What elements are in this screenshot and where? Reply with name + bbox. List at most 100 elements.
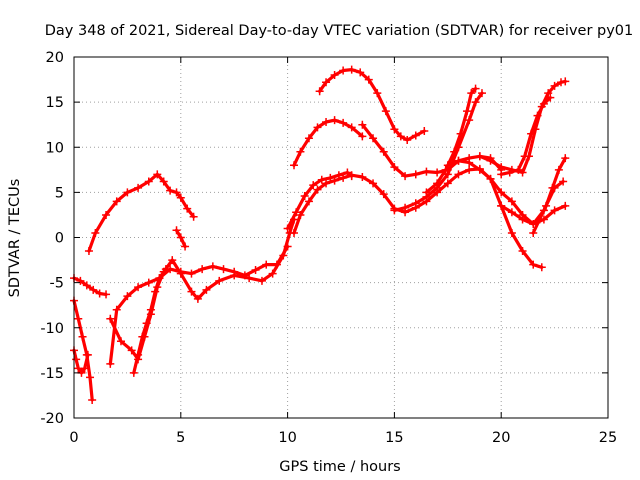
data-point	[300, 191, 309, 200]
data-point	[251, 265, 260, 274]
series-track-18	[497, 93, 555, 179]
data-point	[364, 75, 373, 84]
data-point	[189, 212, 198, 221]
data-point	[123, 188, 132, 197]
data-point	[497, 201, 506, 210]
data-point	[561, 77, 570, 86]
data-point	[161, 265, 170, 274]
data-point	[411, 131, 420, 140]
data-point	[296, 210, 305, 219]
series-track-2	[70, 296, 97, 404]
series-track-14	[390, 89, 486, 215]
data-point	[550, 81, 559, 90]
data-point	[304, 197, 313, 206]
data-point	[529, 228, 538, 237]
data-point	[561, 201, 570, 210]
data-point	[166, 186, 175, 195]
data-point	[390, 163, 399, 172]
data-point	[134, 350, 143, 359]
data-point	[257, 276, 266, 285]
data-point	[95, 289, 104, 298]
data-point	[159, 177, 168, 186]
data-point	[557, 78, 566, 87]
data-point	[304, 134, 313, 143]
data-point	[334, 171, 343, 180]
series-line	[392, 91, 484, 212]
data-point	[411, 199, 420, 208]
data-point	[127, 346, 136, 355]
data-point	[403, 136, 412, 145]
data-point	[529, 260, 538, 269]
data-point	[369, 134, 378, 143]
data-point	[422, 167, 431, 176]
data-point	[467, 89, 476, 98]
data-point	[144, 278, 153, 287]
data-point	[326, 173, 335, 182]
data-point	[396, 132, 405, 141]
data-point	[317, 175, 326, 184]
data-point	[561, 154, 570, 163]
data-point	[518, 215, 527, 224]
data-point	[76, 276, 85, 285]
data-point	[381, 107, 390, 116]
chart-title: Day 348 of 2021, Sidereal Day-to-day VTE…	[45, 23, 634, 39]
x-tick-label: 5	[176, 430, 185, 446]
data-point	[554, 165, 563, 174]
data-point	[533, 111, 542, 120]
series-track-7	[172, 226, 190, 251]
data-point	[193, 294, 202, 303]
data-point	[401, 172, 410, 181]
data-point	[358, 132, 367, 141]
data-point	[550, 206, 559, 215]
data-point	[172, 188, 181, 197]
x-tick-label: 25	[599, 430, 617, 446]
data-point	[542, 201, 551, 210]
data-point	[433, 179, 442, 188]
data-point	[471, 98, 480, 107]
data-point	[309, 181, 318, 190]
series-track-9	[290, 164, 546, 272]
data-point	[168, 256, 177, 265]
data-point	[330, 71, 339, 80]
data-point	[112, 197, 121, 206]
data-point	[183, 204, 192, 213]
data-point	[91, 228, 100, 237]
series-line	[108, 244, 290, 366]
data-point	[433, 168, 442, 177]
data-point	[102, 210, 111, 219]
data-point	[454, 170, 463, 179]
series-line	[531, 156, 567, 235]
data-point	[546, 93, 555, 102]
data-point	[134, 283, 143, 292]
plot-frame	[73, 56, 609, 419]
data-point	[176, 269, 185, 278]
series-track-11	[290, 116, 367, 170]
data-point	[390, 206, 399, 215]
data-point	[537, 263, 546, 272]
data-point	[505, 168, 514, 177]
y-tick-label: 10	[46, 140, 64, 156]
data-point	[313, 185, 322, 194]
data-point	[379, 147, 388, 156]
data-point	[518, 168, 527, 177]
data-point	[106, 359, 115, 368]
data-point	[116, 337, 125, 346]
data-point	[454, 156, 463, 165]
data-point	[420, 127, 429, 136]
data-point	[146, 305, 155, 314]
data-point	[187, 287, 196, 296]
series-track-6	[106, 215, 299, 364]
data-point	[315, 87, 324, 96]
data-point	[477, 89, 486, 98]
data-point	[373, 89, 382, 98]
data-point	[450, 147, 459, 156]
x-tick-label: 20	[492, 430, 510, 446]
data-point	[172, 226, 181, 235]
data-point	[123, 292, 132, 301]
series-track-10	[283, 168, 356, 233]
data-point	[369, 179, 378, 188]
data-point	[106, 314, 115, 323]
x-tick-label: 15	[385, 430, 403, 446]
data-point	[153, 170, 162, 179]
